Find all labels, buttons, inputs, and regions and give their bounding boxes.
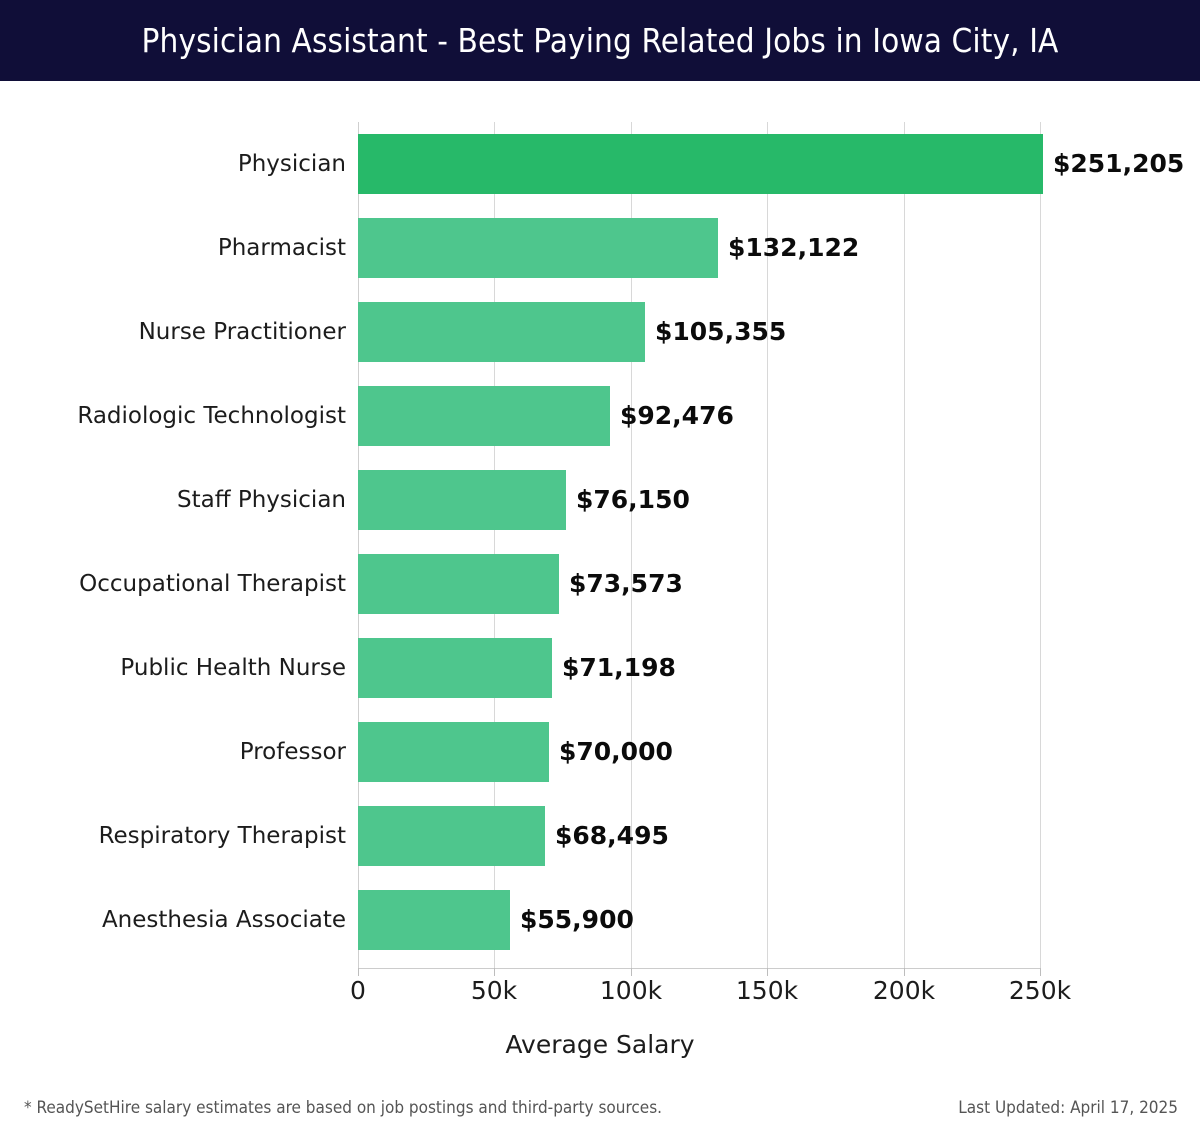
x-tick-label: 0 bbox=[350, 976, 366, 1005]
bar-row[interactable]: Public Health Nurse $71,198 bbox=[0, 626, 1200, 710]
footer-note: * ReadySetHire salary estimates are base… bbox=[24, 1098, 663, 1118]
plot-area bbox=[358, 122, 1041, 968]
x-tick-mark bbox=[1040, 968, 1041, 976]
category-label: Staff Physician bbox=[176, 487, 346, 513]
header-band bbox=[0, 0, 1200, 81]
category-label: Occupational Therapist bbox=[79, 571, 346, 597]
bar[interactable] bbox=[358, 554, 559, 614]
bar-row[interactable]: Anesthesia Associate $55,900 bbox=[0, 878, 1200, 962]
x-tick-label: 50k bbox=[470, 976, 518, 1005]
bar[interactable] bbox=[358, 134, 1043, 194]
bar-row[interactable]: Occupational Therapist $73,573 bbox=[0, 542, 1200, 626]
x-tick-label: 250k bbox=[1008, 976, 1072, 1005]
x-axis-line bbox=[358, 968, 1041, 969]
bar[interactable] bbox=[358, 890, 510, 950]
bar[interactable] bbox=[358, 302, 645, 362]
bar-row[interactable]: Physician $251,205 bbox=[0, 122, 1200, 206]
x-tick-mark bbox=[767, 968, 768, 976]
x-tick-label: 150k bbox=[735, 976, 799, 1005]
x-tick-mark bbox=[358, 968, 359, 976]
category-label: Anesthesia Associate bbox=[101, 907, 346, 933]
bar-row[interactable]: Nurse Practitioner $105,355 bbox=[0, 290, 1200, 374]
category-label: Respiratory Therapist bbox=[98, 823, 346, 849]
x-tick-mark bbox=[631, 968, 632, 976]
category-label: Professor bbox=[239, 739, 346, 765]
category-label: Physician bbox=[237, 151, 346, 177]
gridline bbox=[1040, 122, 1041, 968]
bar[interactable] bbox=[358, 470, 566, 530]
bar-value-label: $105,355 bbox=[655, 317, 787, 346]
bar-row[interactable]: Staff Physician $76,150 bbox=[0, 458, 1200, 542]
bar-value-label: $132,122 bbox=[728, 233, 860, 262]
gridline bbox=[358, 122, 359, 968]
bar-value-label: $55,900 bbox=[520, 905, 634, 934]
x-tick-mark bbox=[494, 968, 495, 976]
gridline bbox=[767, 122, 768, 968]
category-label: Pharmacist bbox=[217, 235, 346, 261]
category-label: Nurse Practitioner bbox=[138, 319, 346, 345]
bar-value-label: $70,000 bbox=[559, 737, 673, 766]
bar-value-label: $68,495 bbox=[555, 821, 669, 850]
bar[interactable] bbox=[358, 218, 718, 278]
gridline bbox=[494, 122, 495, 968]
x-tick-mark bbox=[904, 968, 905, 976]
x-tick-label: 100k bbox=[599, 976, 663, 1005]
x-tick-label: 200k bbox=[872, 976, 936, 1005]
bar-value-label: $92,476 bbox=[620, 401, 734, 430]
bar[interactable] bbox=[358, 386, 610, 446]
bar-value-label: $73,573 bbox=[569, 569, 683, 598]
category-label: Radiologic Technologist bbox=[77, 403, 346, 429]
bar-row[interactable]: Professor $70,000 bbox=[0, 710, 1200, 794]
bar-value-label: $251,205 bbox=[1053, 149, 1185, 178]
bar-row[interactable]: Respiratory Therapist $68,495 bbox=[0, 794, 1200, 878]
bar[interactable] bbox=[358, 722, 549, 782]
x-axis-title: Average Salary bbox=[505, 1030, 695, 1059]
footer-last-updated: Last Updated: April 17, 2025 bbox=[958, 1098, 1178, 1118]
bar-value-label: $71,198 bbox=[562, 653, 676, 682]
category-label: Public Health Nurse bbox=[120, 655, 346, 681]
gridline bbox=[631, 122, 632, 968]
page-title: Physician Assistant - Best Paying Relate… bbox=[141, 21, 1059, 60]
bar[interactable] bbox=[358, 638, 552, 698]
bar-row[interactable]: Pharmacist $132,122 bbox=[0, 206, 1200, 290]
bar-row[interactable]: Radiologic Technologist $92,476 bbox=[0, 374, 1200, 458]
bar[interactable] bbox=[358, 806, 545, 866]
gridline bbox=[904, 122, 905, 968]
bar-value-label: $76,150 bbox=[576, 485, 690, 514]
